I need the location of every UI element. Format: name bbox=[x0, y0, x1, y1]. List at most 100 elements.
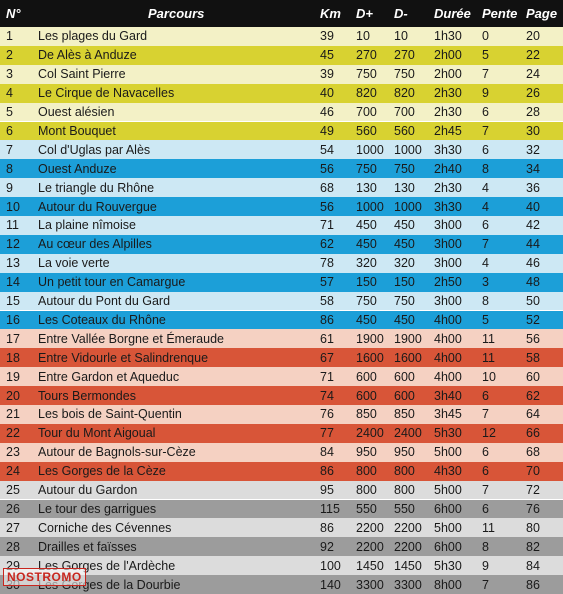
table-cell: 100 bbox=[320, 558, 341, 573]
table-cell: 58 bbox=[526, 350, 540, 365]
table-cell: 52 bbox=[526, 312, 540, 327]
table-cell: 1000 bbox=[394, 199, 422, 214]
table-row: 28 Drailles et faïsses 92 2200 2200 6h00 8 82 bbox=[0, 537, 563, 557]
table-cell: 3h00 bbox=[434, 218, 462, 233]
table-cell: 86 bbox=[320, 520, 334, 535]
table-cell: 45 bbox=[320, 48, 334, 63]
table-cell: 32 bbox=[526, 142, 540, 157]
table-cell: 6 bbox=[482, 464, 489, 479]
table-cell: 60 bbox=[526, 369, 540, 384]
table-cell: 64 bbox=[526, 407, 540, 422]
table-cell: 71 bbox=[320, 218, 334, 233]
table-cell: 5h30 bbox=[434, 558, 462, 573]
table-cell: 600 bbox=[394, 369, 415, 384]
table-cell: 140 bbox=[320, 577, 341, 592]
table-cell: Les plages du Gard bbox=[38, 29, 148, 44]
table-cell: Col d'Uglas par Alès bbox=[38, 142, 151, 157]
table-cell: 2h45 bbox=[434, 123, 462, 138]
table-cell: Entre Vallée Borgne et Émeraude bbox=[38, 331, 224, 346]
table-cell: 58 bbox=[320, 294, 334, 309]
table-cell: 86 bbox=[320, 464, 334, 479]
table-cell: 28 bbox=[526, 105, 540, 120]
table-cell: 750 bbox=[394, 67, 415, 82]
table-cell: 2h30 bbox=[434, 86, 462, 101]
table-row: 25 Autour du Gardon 95 800 800 5h00 7 72 bbox=[0, 480, 563, 500]
table-cell: 46 bbox=[526, 256, 540, 271]
table-cell: 56 bbox=[320, 199, 334, 214]
table-cell: 1000 bbox=[356, 199, 384, 214]
table-cell: 17 bbox=[6, 331, 20, 346]
table-cell: 2h30 bbox=[434, 105, 462, 120]
table-cell: 72 bbox=[526, 483, 540, 498]
table-cell: 850 bbox=[394, 407, 415, 422]
table-cell: 7 bbox=[482, 577, 489, 592]
table-cell: 8 bbox=[6, 161, 13, 176]
table-cell: 5h00 bbox=[434, 483, 462, 498]
table-row: 16 Les Coteaux du Rhône 86 450 450 4h00 5 52 bbox=[0, 310, 563, 330]
watermark: NOSTROMO bbox=[3, 568, 86, 586]
table-cell: 2h50 bbox=[434, 275, 462, 290]
table-cell: 26 bbox=[526, 86, 540, 101]
table-cell: 2h40 bbox=[434, 161, 462, 176]
table-cell: 4 bbox=[482, 256, 489, 271]
table-cell: 24 bbox=[6, 464, 20, 479]
table-cell: 10 bbox=[394, 29, 408, 44]
table-cell: 70 bbox=[526, 464, 540, 479]
table-cell: 68 bbox=[526, 445, 540, 460]
table-cell: 1900 bbox=[356, 331, 384, 346]
table-row: 22 Tour du Mont Aigoual 77 2400 2400 5h30 12 66 bbox=[0, 423, 563, 443]
table-cell: 3h40 bbox=[434, 388, 462, 403]
table-row: 15 Autour du Pont du Gard 58 750 750 3h00 8 50 bbox=[0, 291, 563, 311]
table-cell: 8 bbox=[482, 161, 489, 176]
table-cell: 7 bbox=[482, 407, 489, 422]
table-cell: 3300 bbox=[394, 577, 422, 592]
table-cell: 27 bbox=[6, 520, 20, 535]
table-cell: 800 bbox=[356, 483, 377, 498]
table-cell: 4 bbox=[6, 86, 13, 101]
table-row: 9 Le triangle du Rhône 68 130 130 2h30 4 36 bbox=[0, 178, 563, 198]
table-cell: 15 bbox=[6, 294, 20, 309]
table-cell: 11 bbox=[482, 331, 495, 346]
table-cell: 800 bbox=[394, 464, 415, 479]
table-cell: 30 bbox=[526, 123, 540, 138]
table-cell: 12 bbox=[482, 426, 496, 441]
table-cell: 950 bbox=[356, 445, 377, 460]
table-row: 12 Au cœur des Alpilles 62 450 450 3h00 7 44 bbox=[0, 234, 563, 254]
table-cell: 1h30 bbox=[434, 29, 462, 44]
table-cell: 6 bbox=[482, 388, 489, 403]
table-cell: 0 bbox=[482, 29, 489, 44]
header-cell: Parcours bbox=[148, 6, 205, 21]
table-cell: 6 bbox=[482, 142, 489, 157]
table-cell: 22 bbox=[526, 48, 540, 63]
table-cell: 66 bbox=[526, 426, 540, 441]
header-cell: D- bbox=[394, 6, 408, 21]
table-cell: 2h00 bbox=[434, 67, 462, 82]
table-cell: 13 bbox=[6, 256, 20, 271]
header-cell: N° bbox=[6, 6, 21, 21]
table-cell: Corniche des Cévennes bbox=[38, 520, 172, 535]
table-cell: 10 bbox=[356, 29, 370, 44]
table-cell: 20 bbox=[6, 388, 20, 403]
table-cell: 3h00 bbox=[434, 256, 462, 271]
table-cell: 4h00 bbox=[434, 331, 462, 346]
table-cell: 10 bbox=[6, 199, 20, 214]
table-cell: 82 bbox=[526, 539, 540, 554]
table-cell: La voie verte bbox=[38, 256, 110, 271]
table-cell: 80 bbox=[526, 520, 540, 535]
table-cell: 39 bbox=[320, 67, 334, 82]
table-cell: 36 bbox=[526, 180, 540, 195]
table-cell: Les bois de Saint-Quentin bbox=[38, 407, 182, 422]
table-cell: 6 bbox=[6, 123, 13, 138]
table-cell: 820 bbox=[394, 86, 415, 101]
table-cell: 76 bbox=[526, 501, 540, 516]
table-cell: 40 bbox=[526, 199, 540, 214]
header-cell: Pente bbox=[482, 6, 518, 21]
table-cell: 7 bbox=[482, 123, 489, 138]
table-cell: 800 bbox=[356, 464, 377, 479]
table-cell: Autour du Pont du Gard bbox=[38, 294, 171, 309]
table-cell: 600 bbox=[356, 388, 377, 403]
table-cell: 850 bbox=[356, 407, 377, 422]
table-cell: 1000 bbox=[394, 142, 422, 157]
table-cell: Col Saint Pierre bbox=[38, 67, 126, 82]
table-cell: 11 bbox=[482, 350, 495, 365]
